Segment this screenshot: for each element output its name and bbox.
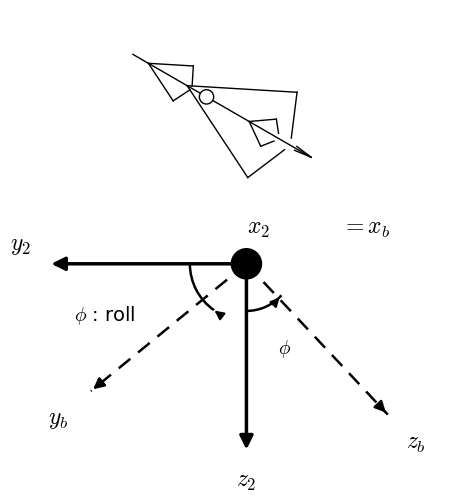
Text: $z_b$: $z_b$ bbox=[406, 431, 426, 455]
Text: $y_b$: $y_b$ bbox=[48, 407, 68, 431]
Text: $y_2$: $y_2$ bbox=[9, 233, 31, 257]
Text: $\phi$: $\phi$ bbox=[278, 338, 291, 360]
Circle shape bbox=[200, 90, 214, 104]
Text: $z_2$: $z_2$ bbox=[236, 469, 256, 493]
Text: $= x_b$: $= x_b$ bbox=[341, 216, 390, 241]
Text: $\phi$ : roll: $\phi$ : roll bbox=[74, 304, 136, 327]
Text: $x_2$: $x_2$ bbox=[247, 216, 270, 241]
Circle shape bbox=[231, 248, 262, 279]
